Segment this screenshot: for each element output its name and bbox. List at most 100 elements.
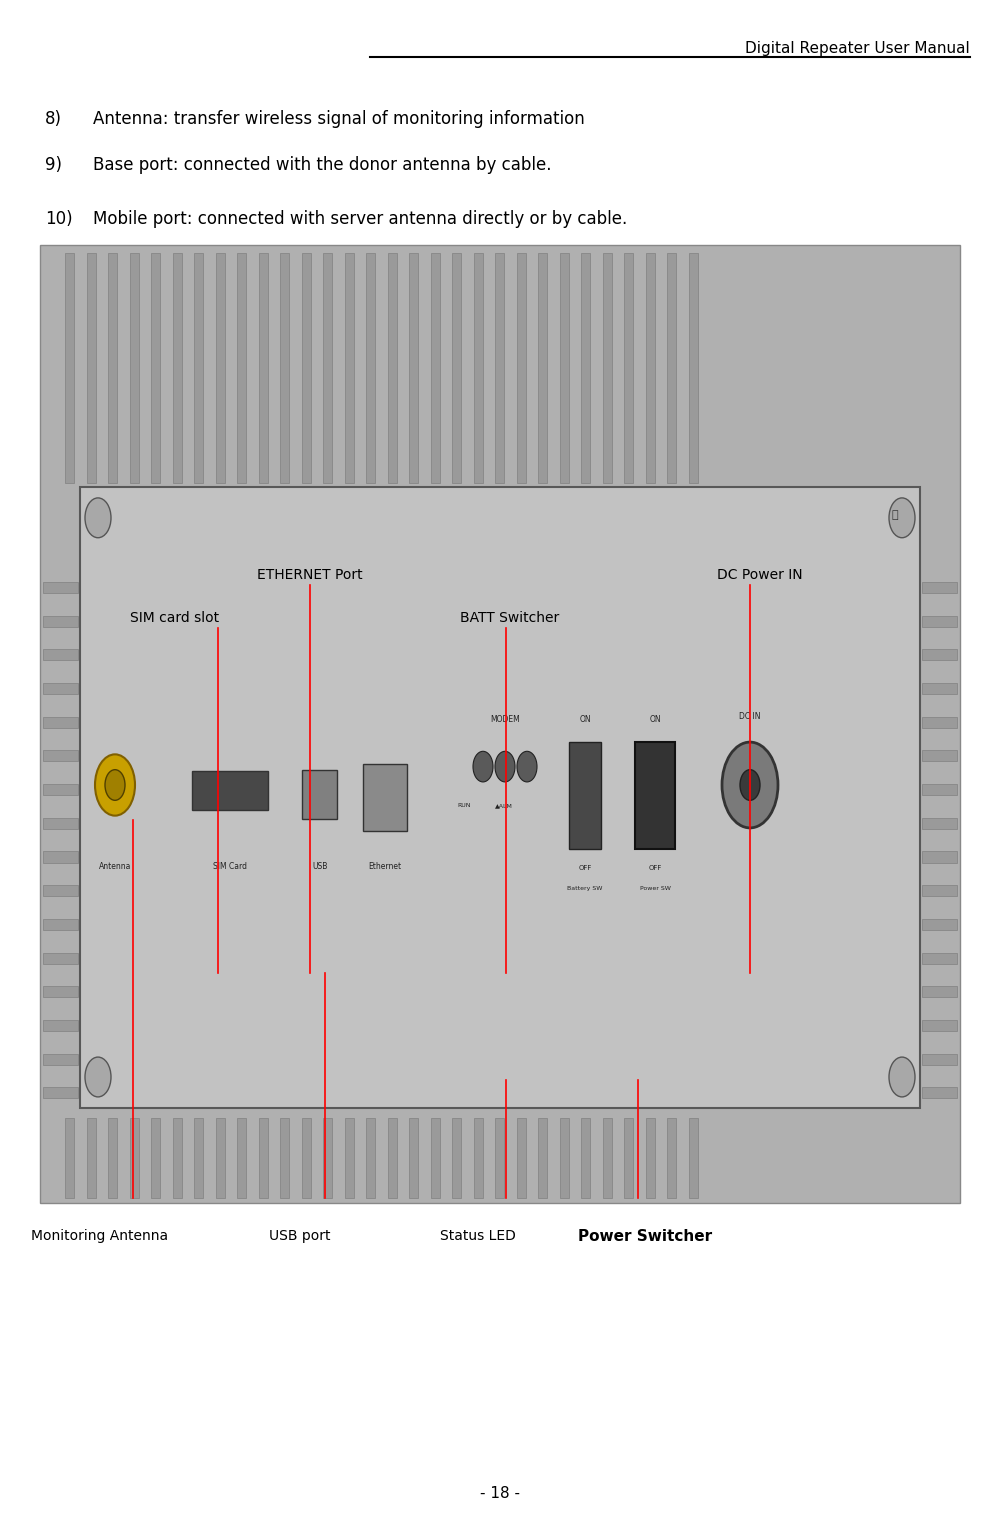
Bar — [366, 1118, 375, 1198]
Bar — [323, 1118, 332, 1198]
Bar — [43, 919, 78, 930]
Bar — [689, 253, 698, 483]
Bar — [516, 253, 526, 483]
Bar — [538, 253, 547, 483]
Bar — [108, 253, 117, 483]
Bar — [409, 253, 418, 483]
Circle shape — [889, 1057, 915, 1097]
Bar — [922, 1088, 957, 1098]
Bar — [43, 885, 78, 896]
Text: Base port: connected with the donor antenna by cable.: Base port: connected with the donor ante… — [93, 156, 552, 175]
Bar — [366, 253, 375, 483]
Bar — [922, 683, 957, 694]
Bar — [151, 253, 160, 483]
Bar — [388, 1118, 397, 1198]
Bar — [43, 683, 78, 694]
Text: Power Switcher: Power Switcher — [578, 1229, 712, 1244]
Bar — [302, 1118, 311, 1198]
Bar — [194, 253, 203, 483]
Bar — [173, 253, 182, 483]
Bar — [151, 1118, 160, 1198]
Bar — [43, 1020, 78, 1031]
Bar — [560, 1118, 569, 1198]
Circle shape — [105, 769, 125, 800]
Bar — [87, 253, 96, 483]
Bar — [43, 717, 78, 728]
Text: ON: ON — [579, 715, 591, 723]
Bar — [409, 1118, 418, 1198]
Circle shape — [85, 498, 111, 538]
Bar — [216, 1118, 225, 1198]
Bar — [516, 1118, 526, 1198]
Text: 8): 8) — [45, 110, 62, 129]
Circle shape — [740, 769, 760, 800]
Bar — [922, 885, 957, 896]
Text: SIM card slot: SIM card slot — [130, 611, 220, 625]
Circle shape — [85, 1057, 111, 1097]
Circle shape — [495, 751, 515, 781]
Bar — [65, 1118, 74, 1198]
Text: 9): 9) — [45, 156, 62, 175]
Bar — [216, 253, 225, 483]
Bar — [602, 1118, 612, 1198]
Bar — [40, 245, 960, 1203]
Bar — [922, 751, 957, 761]
Bar — [624, 253, 633, 483]
Text: ETHERNET Port: ETHERNET Port — [257, 568, 363, 582]
Text: Antenna: transfer wireless signal of monitoring information: Antenna: transfer wireless signal of mon… — [93, 110, 585, 129]
Bar — [130, 253, 139, 483]
Bar — [344, 253, 354, 483]
Text: DC IN: DC IN — [739, 712, 761, 720]
Bar — [624, 1118, 633, 1198]
Bar — [80, 487, 920, 1108]
Bar — [560, 253, 569, 483]
Text: OFF: OFF — [578, 864, 592, 870]
Text: DC Power IN: DC Power IN — [717, 568, 803, 582]
Bar — [922, 616, 957, 627]
Bar — [667, 1118, 676, 1198]
Text: SIM Card: SIM Card — [213, 861, 247, 870]
Bar — [43, 987, 78, 997]
Bar — [431, 253, 440, 483]
Bar — [65, 253, 74, 483]
Text: RUN: RUN — [457, 803, 471, 809]
Bar — [43, 650, 78, 660]
Bar — [495, 253, 504, 483]
Bar — [237, 253, 246, 483]
Circle shape — [95, 754, 135, 815]
Bar — [922, 1020, 957, 1031]
Bar — [43, 818, 78, 829]
Bar — [646, 1118, 655, 1198]
Bar — [194, 1118, 203, 1198]
Bar — [922, 953, 957, 964]
Bar — [323, 253, 332, 483]
Bar — [922, 650, 957, 660]
Bar — [569, 741, 601, 849]
Bar — [689, 1118, 698, 1198]
Text: MODEM: MODEM — [490, 715, 520, 723]
Text: USB port: USB port — [269, 1229, 331, 1242]
Text: ON: ON — [649, 715, 661, 723]
Bar — [452, 253, 461, 483]
Bar — [173, 1118, 182, 1198]
Bar — [43, 616, 78, 627]
Bar — [431, 1118, 440, 1198]
Bar — [581, 253, 590, 483]
Bar — [302, 769, 337, 818]
Bar — [108, 1118, 117, 1198]
Text: BATT Switcher: BATT Switcher — [460, 611, 560, 625]
Bar — [363, 763, 407, 830]
Circle shape — [517, 751, 537, 781]
Text: Ethernet: Ethernet — [368, 861, 402, 870]
Text: 10): 10) — [45, 210, 73, 228]
Bar — [646, 253, 655, 483]
Bar — [922, 1054, 957, 1065]
Circle shape — [722, 741, 778, 827]
Bar — [922, 818, 957, 829]
Text: Power SW: Power SW — [640, 885, 670, 892]
Bar — [43, 751, 78, 761]
Bar — [581, 1118, 590, 1198]
Bar — [130, 1118, 139, 1198]
Text: ⏚: ⏚ — [892, 510, 898, 521]
Text: OFF: OFF — [648, 864, 662, 870]
